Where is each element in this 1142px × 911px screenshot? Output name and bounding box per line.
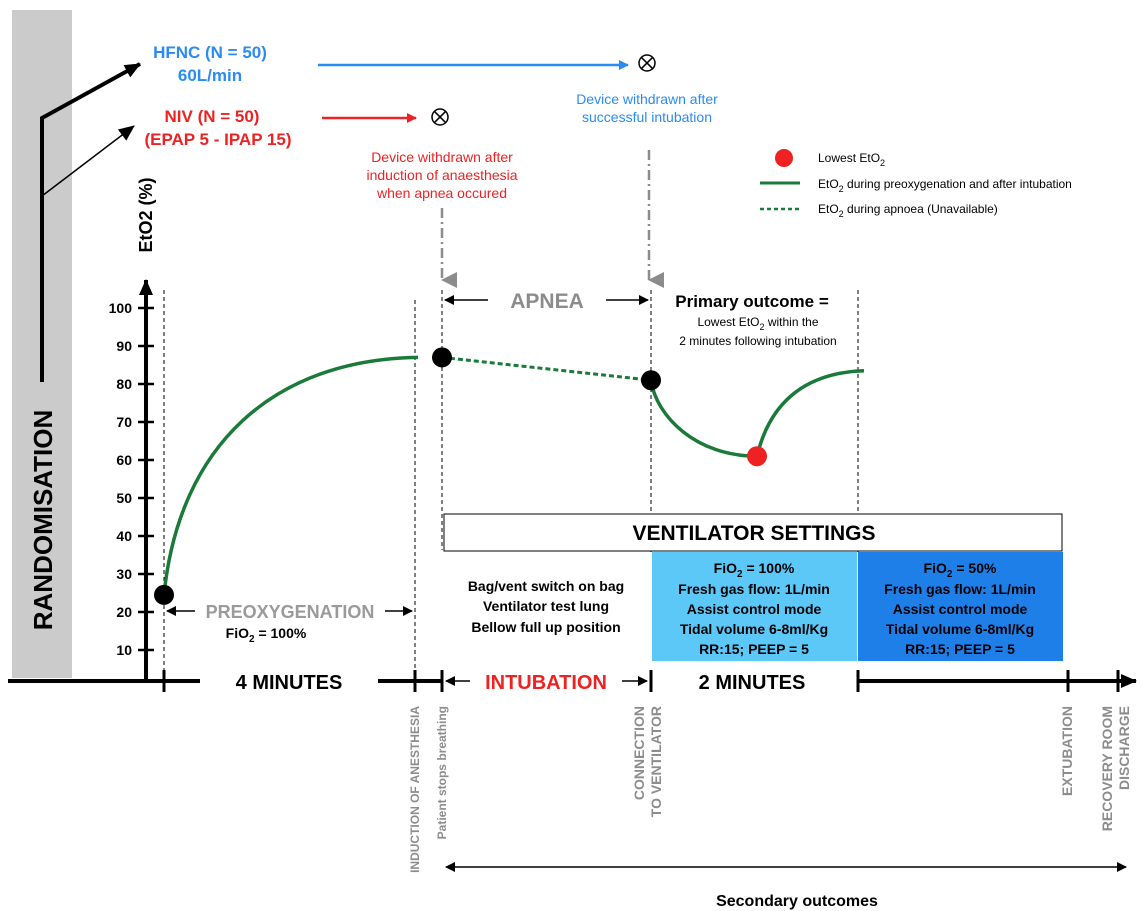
event-connection-2: TO VENTILATOR — [648, 706, 664, 817]
settings-100-fio2: FiO2 = 100% — [714, 560, 795, 580]
settings-100-line-3: Tidal volume 6-8ml/Kg — [680, 621, 828, 637]
niv-withdrawn-2: induction of anaesthesia — [367, 167, 518, 183]
y-tick-label: 40 — [116, 528, 132, 544]
settings-100-line-4: RR:15; PEEP = 5 — [699, 641, 809, 657]
y-tick-label: 60 — [116, 452, 132, 468]
eto2-series-2 — [649, 368, 865, 458]
niv-withdraw-icon — [431, 108, 449, 126]
randomisation-branch-line — [40, 62, 141, 382]
settings-fio2-100-box — [652, 552, 857, 661]
event-induction: INDUCTION OF ANESTHESIA — [408, 706, 422, 873]
apnea-label: APNEA — [510, 290, 584, 313]
niv-branch-arrow — [41, 125, 135, 197]
settings-fio2-50-box — [858, 552, 1063, 661]
niv-withdrawn-1: Device withdrawn after — [371, 149, 513, 165]
eto2-marker — [154, 584, 174, 605]
y-tick-label: 100 — [109, 300, 133, 316]
hfnc-withdraw-icon — [638, 54, 656, 72]
niv-line1: NIV (N = 50) — [165, 107, 260, 126]
event-extubation: EXTUBATION — [1059, 706, 1075, 796]
bag-line-2: Ventilator test lung — [483, 598, 609, 614]
settings-50-line-4: RR:15; PEEP = 5 — [905, 641, 1015, 657]
y-tick-label: 90 — [116, 338, 132, 354]
hfnc-line2: 60L/min — [178, 66, 242, 85]
y-tick-label: 20 — [116, 604, 132, 620]
y-tick-label: 30 — [116, 566, 132, 582]
primary-outcome-title: Primary outcome = — [675, 292, 829, 311]
legend-dashed: EtO2 during apnoea (Unavailable) — [818, 202, 998, 219]
two-minutes-label: 2 MINUTES — [699, 672, 806, 694]
eto2-curves — [154, 347, 865, 605]
primary-outcome-line2: 2 minutes following intubation — [679, 334, 836, 348]
timeline-ticks — [162, 670, 1120, 692]
settings-50-line-2: Assist control mode — [893, 601, 1028, 617]
eto2-marker — [432, 347, 452, 368]
y-tick-label: 70 — [116, 414, 132, 430]
y-tick-label: 10 — [116, 642, 132, 658]
hfnc-line1: HFNC (N = 50) — [153, 43, 267, 62]
event-stops: Patient stops breathing — [435, 706, 449, 839]
event-recovery-2: DISCHARGE — [1116, 706, 1132, 790]
hfnc-withdrawn-1: Device withdrawn after — [576, 91, 718, 107]
event-recovery-1: RECOVERY ROOM — [1099, 706, 1115, 831]
settings-100-line-1: Fresh gas flow: 1L/min — [678, 581, 830, 597]
hfnc-withdrawn-2: successful intubation — [582, 109, 712, 125]
randomisation-label: RANDOMISATION — [28, 410, 58, 631]
legend-solid: EtO2 during preoxygenation and after int… — [818, 177, 1072, 194]
niv-line2: (EPAP 5 - IPAP 15) — [144, 130, 291, 149]
intubation-label: INTUBATION — [485, 672, 607, 694]
legend-red-dot — [775, 149, 793, 167]
preox-label: PREOXYGENATION — [206, 602, 375, 622]
preox-fio2: FiO2 = 100% — [226, 625, 307, 645]
settings-50-line-1: Fresh gas flow: 1L/min — [884, 581, 1036, 597]
y-ticks: 10 20 30 40 50 60 70 80 90 100 — [109, 300, 154, 658]
eto2-marker — [641, 370, 661, 391]
eto2-series-0 — [162, 355, 419, 596]
lowest-eto2-marker — [747, 446, 767, 467]
ventilator-settings-box — [443, 513, 1063, 552]
eto2-series-1 — [441, 355, 652, 382]
legend: Lowest EtO2 EtO2 during preoxygenation a… — [760, 149, 1072, 219]
y-tick-label: 80 — [116, 376, 132, 392]
event-connection-1: CONNECTION — [631, 706, 647, 800]
settings-50-fio2: FiO2 = 50% — [924, 560, 997, 580]
settings-100-line-2: Assist control mode — [687, 601, 822, 617]
four-minutes-label: 4 MINUTES — [236, 672, 343, 694]
ventilator-settings-title: VENTILATOR SETTINGS — [632, 522, 875, 545]
y-tick-label: 50 — [116, 490, 132, 506]
settings-50-line-3: Tidal volume 6-8ml/Kg — [886, 621, 1034, 637]
bag-line-3: Bellow full up position — [471, 619, 620, 635]
primary-outcome-line1: Lowest EtO2 within the — [697, 315, 818, 332]
bag-line-1: Bag/vent switch on bag — [468, 578, 624, 594]
y-axis-label: EtO2 (%) — [136, 177, 156, 252]
legend-lowest: Lowest EtO2 — [818, 151, 885, 168]
secondary-outcomes-label: Secondary outcomes — [716, 893, 878, 910]
niv-withdrawn-3: when apnea occured — [376, 185, 507, 201]
